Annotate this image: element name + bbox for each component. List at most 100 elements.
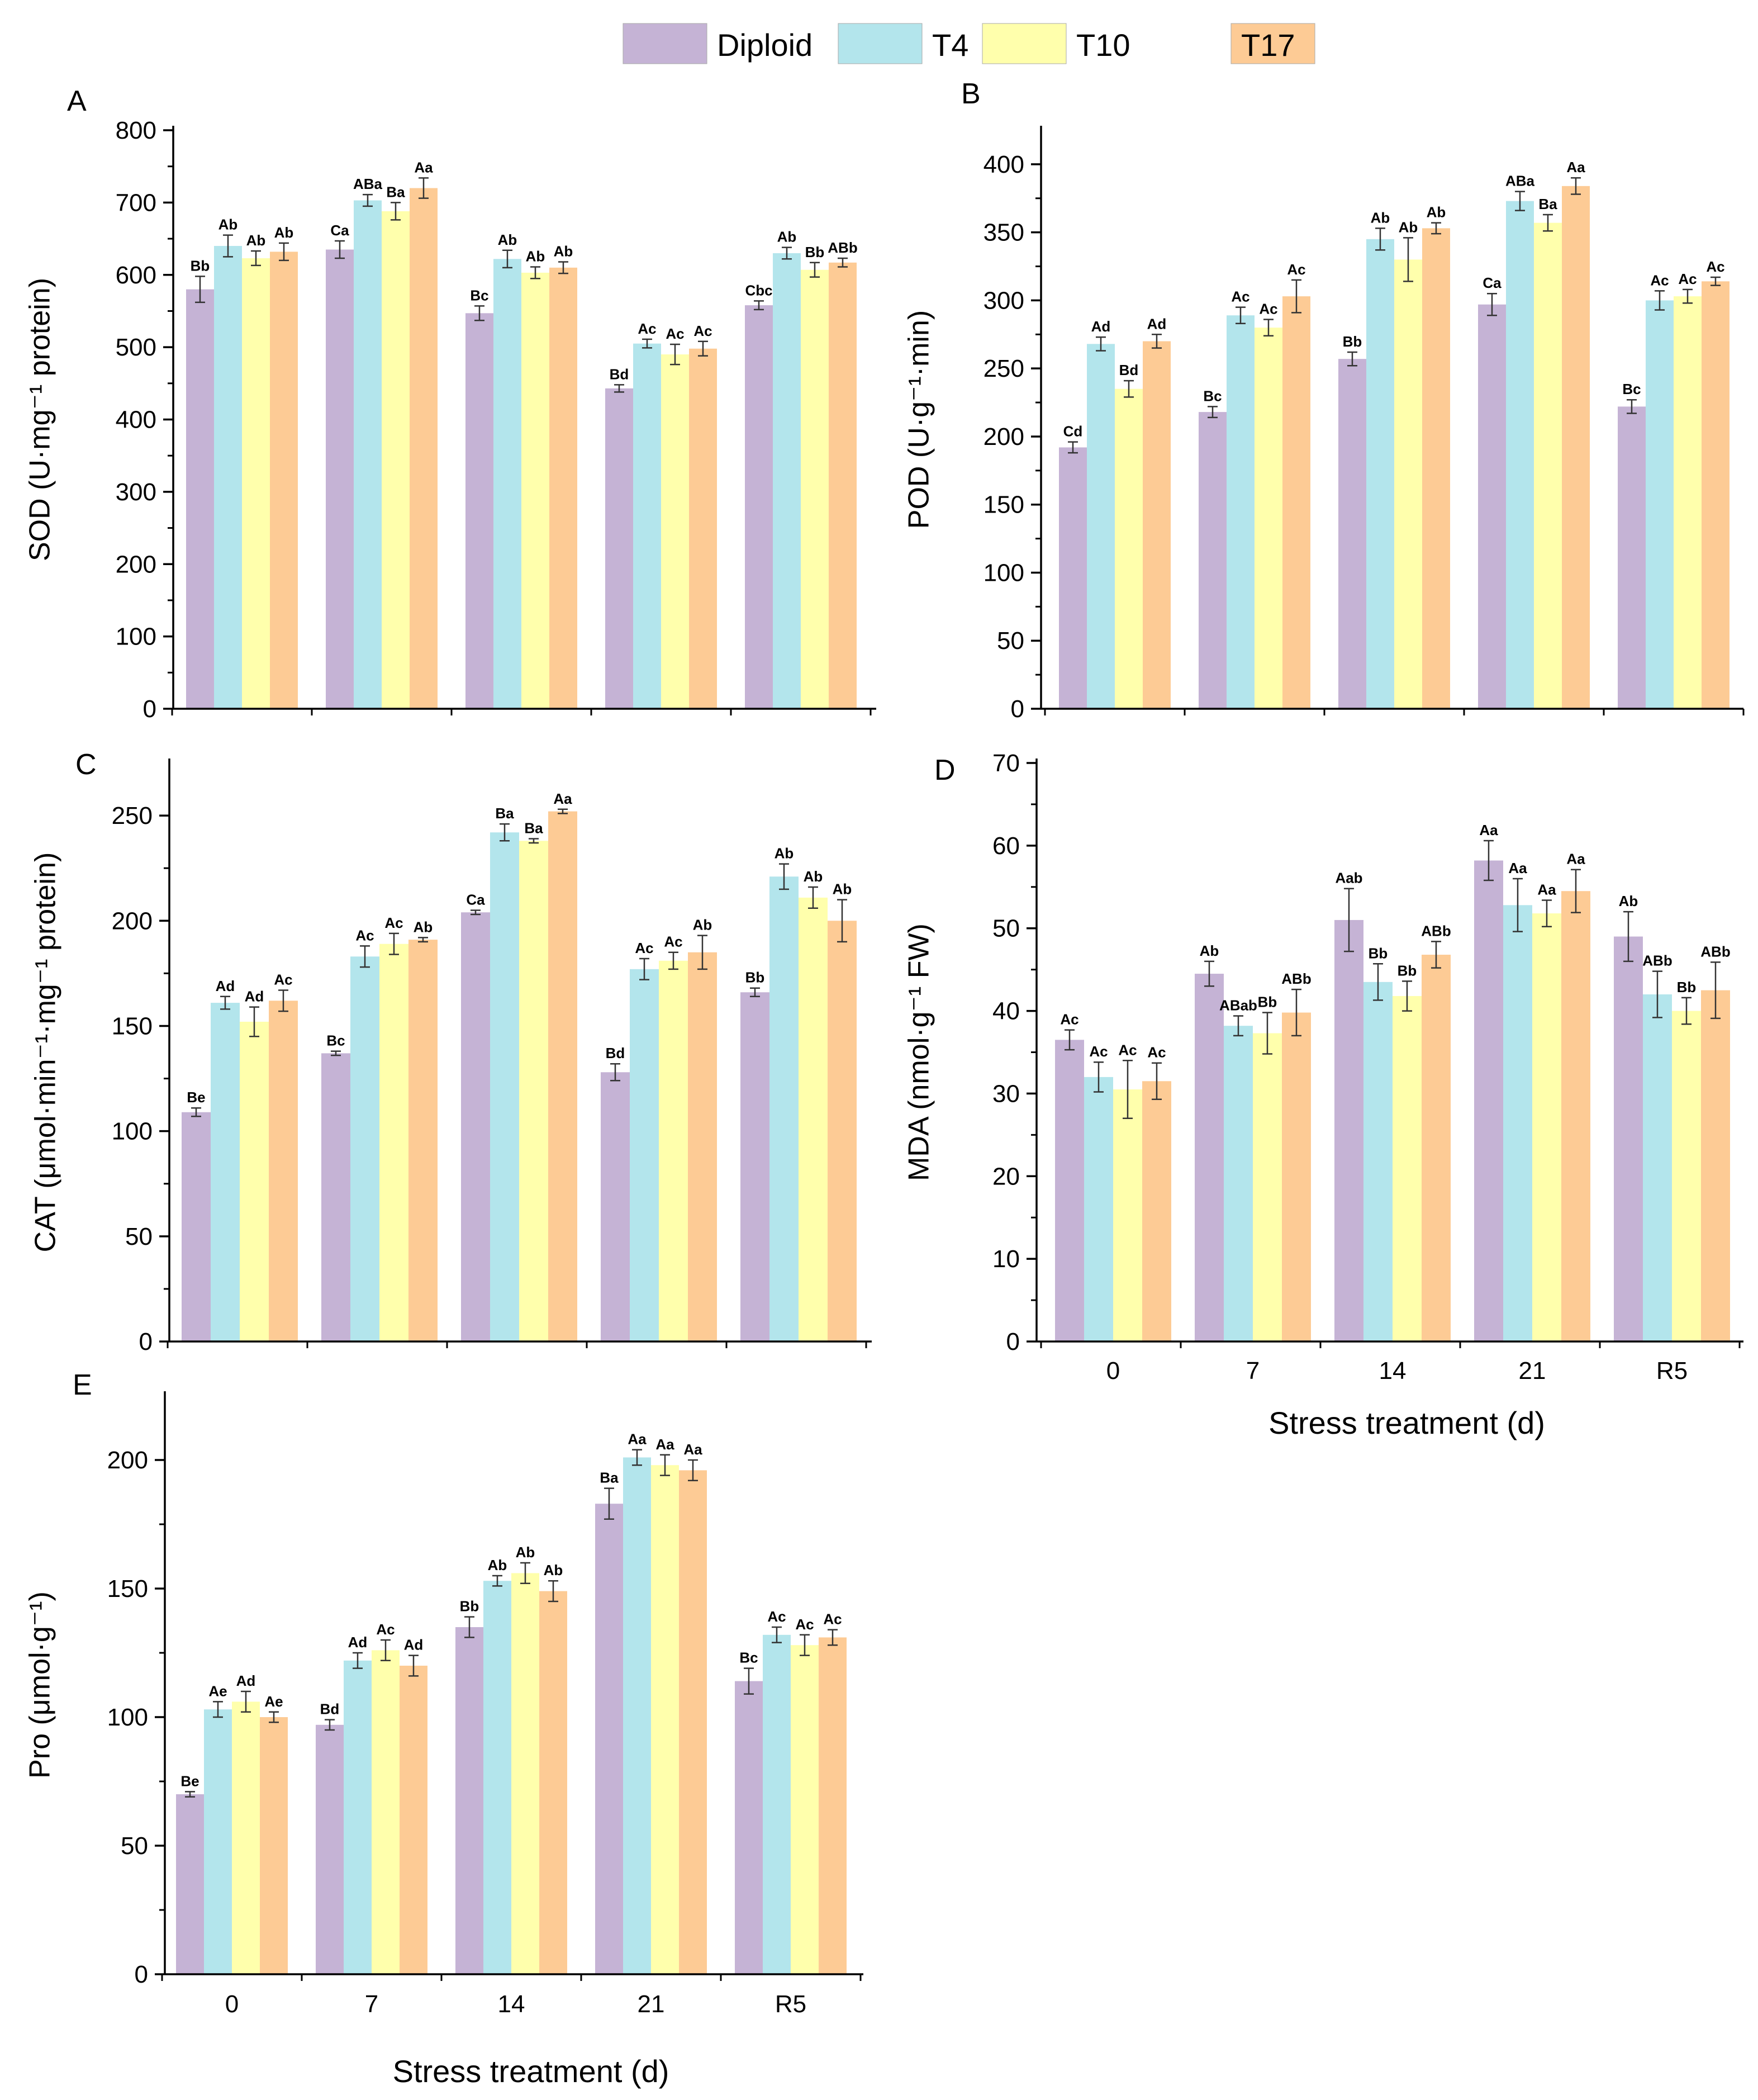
y-tick-label: 70 <box>992 750 1020 777</box>
significance-label: Cd <box>1063 423 1083 440</box>
significance-label: ABb <box>1700 943 1730 960</box>
bar-t4-7 <box>1224 1026 1253 1341</box>
bar-diploid-r5 <box>1614 936 1643 1341</box>
y-tick-label: 50 <box>997 627 1024 655</box>
error-bar <box>808 886 818 909</box>
x-tick-label: R5 <box>1656 1357 1688 1385</box>
legend-swatch-diploid <box>623 23 707 64</box>
error-bar <box>558 261 568 274</box>
y-tick-label: 700 <box>116 189 156 216</box>
error-bar <box>1542 899 1552 928</box>
significance-label: Ab <box>414 918 433 935</box>
error-bar <box>782 246 792 260</box>
error-bar <box>241 1690 251 1713</box>
bar-t4-0 <box>1087 344 1115 709</box>
bar-t4-r5 <box>1643 994 1672 1341</box>
error-bar <box>1236 306 1246 325</box>
bar-t4-r5 <box>773 253 801 709</box>
error-bar <box>381 1639 391 1662</box>
bar-t4-r5 <box>769 876 799 1341</box>
bar-t17-14 <box>1422 228 1450 709</box>
error-bar <box>1683 288 1693 304</box>
significance-label: Ab <box>488 1557 507 1573</box>
y-tick-label: 100 <box>116 623 156 651</box>
y-tick-label: 10 <box>992 1245 1020 1273</box>
error-bar <box>1291 279 1301 314</box>
y-tick-label: 100 <box>983 559 1024 586</box>
y-tick-label: 100 <box>112 1118 153 1145</box>
bar-t10-14 <box>521 272 549 709</box>
bar-t17-0 <box>260 1717 288 1974</box>
significance-label: Ad <box>404 1637 424 1653</box>
bar-t4-14 <box>493 259 521 709</box>
significance-label: Ac <box>1678 271 1697 287</box>
bar-diploid-0 <box>186 289 214 709</box>
bar-t10-21 <box>1534 222 1562 709</box>
error-bar <box>1711 276 1721 286</box>
bar-t4-14 <box>490 832 519 1341</box>
error-bar <box>1124 380 1134 398</box>
significance-label: Bb <box>1258 994 1277 1011</box>
bar-t10-0 <box>1113 1089 1142 1341</box>
bar-t4-r5 <box>1646 300 1674 709</box>
significance-label: Bb <box>460 1598 479 1615</box>
significance-label: Aa <box>1566 159 1585 176</box>
x-tick-label: 0 <box>1106 1357 1120 1385</box>
y-tick-label: 50 <box>121 1832 148 1860</box>
error-bar <box>360 945 370 968</box>
bar-diploid-14 <box>455 1627 483 1974</box>
significance-label: Bd <box>606 1045 625 1061</box>
error-bar <box>1375 227 1385 251</box>
error-bar <box>750 987 760 998</box>
bar-t17-0 <box>1143 341 1171 709</box>
error-bar <box>1571 869 1581 913</box>
error-bar <box>213 1701 223 1718</box>
y-tick-label: 200 <box>112 907 153 935</box>
error-bar <box>558 808 568 814</box>
bar-diploid-r5 <box>1618 406 1646 709</box>
error-bar <box>1652 970 1662 1018</box>
significance-label: Ab <box>554 243 573 259</box>
bar-t4-21 <box>1506 201 1534 709</box>
y-tick-label: 40 <box>992 998 1020 1025</box>
significance-label: Aa <box>1479 822 1498 838</box>
bar-t10-7 <box>382 211 410 709</box>
error-bar <box>325 1719 335 1731</box>
bar-t4-0 <box>1084 1077 1113 1341</box>
bar-diploid-0 <box>1055 1040 1084 1341</box>
significance-label: Ac <box>274 971 292 988</box>
bar-t10-21 <box>661 354 689 709</box>
error-bar <box>772 1626 782 1643</box>
significance-label: Bd <box>610 366 629 382</box>
bar-t10-r5 <box>791 1645 819 1974</box>
error-bar <box>800 1634 810 1656</box>
x-tick-label: 0 <box>225 1990 239 2018</box>
error-bar <box>220 996 230 1010</box>
error-bar <box>1513 878 1523 932</box>
y-tick-label: 50 <box>125 1223 153 1250</box>
bar-t17-14 <box>548 811 577 1341</box>
error-bar <box>1152 334 1162 349</box>
y-tick-label: 30 <box>992 1080 1020 1107</box>
y-tick-label: 0 <box>139 1328 153 1355</box>
error-bar <box>418 937 428 943</box>
significance-label: ABab <box>1219 997 1257 1013</box>
error-bar <box>1403 237 1413 282</box>
bar-t10-r5 <box>1674 296 1702 709</box>
panel-c: C CAT (μmol·min⁻¹·mg⁻¹ protein) Be Bc Ca Bd Bb… <box>30 748 872 1355</box>
bar-t10-7 <box>1255 328 1282 709</box>
axes <box>1040 126 1743 710</box>
error-bar <box>1068 441 1078 454</box>
bar-t17-7 <box>1282 296 1310 709</box>
x-axis-label: Stress treatment (d) <box>1268 1405 1545 1440</box>
significance-label: Ac <box>767 1608 786 1625</box>
bar-diploid-r5 <box>745 305 773 709</box>
bar-t10-14 <box>1393 996 1422 1341</box>
significance-label: Ae <box>208 1682 227 1699</box>
error-bar <box>278 989 288 1012</box>
significance-label: Ba <box>495 805 514 822</box>
significance-label: Ac <box>1231 288 1249 305</box>
error-bar <box>1065 1029 1075 1051</box>
